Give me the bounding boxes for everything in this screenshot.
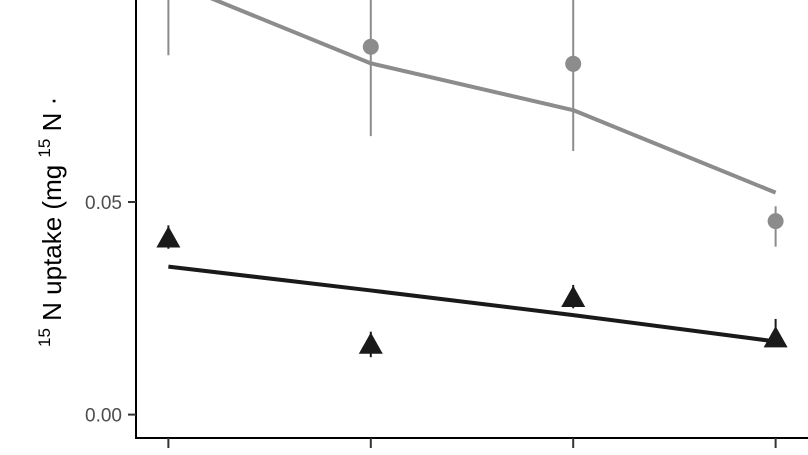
black-fit-line xyxy=(168,264,776,344)
gray-circle-point xyxy=(565,55,582,72)
data-points xyxy=(156,38,788,354)
gray-fit-line xyxy=(210,0,777,195)
gray-circle-point xyxy=(362,38,379,55)
black-triangle-point xyxy=(763,326,788,348)
y-axis-title-text: N uptake (mg xyxy=(37,158,67,329)
black-triangle-point xyxy=(156,226,181,248)
fit-lines xyxy=(168,0,777,344)
y-axis-title-text: N · xyxy=(37,97,67,139)
y-axis-title-superscript: 15 xyxy=(35,328,54,347)
y-tick-label: 0.05 xyxy=(85,193,122,214)
y-tick-label: 0.00 xyxy=(85,406,122,427)
y-axis-title-superscript: 15 xyxy=(35,139,54,158)
black-triangle-point xyxy=(358,332,383,354)
gray-circle-point xyxy=(767,213,784,230)
axis-labels: 15 N uptake (mg 15 N · xyxy=(35,97,67,347)
axes: 0.00 0.05 xyxy=(85,0,808,448)
y-axis-title: 15 N uptake (mg 15 N · xyxy=(35,97,67,347)
black-triangle-point xyxy=(561,285,586,308)
